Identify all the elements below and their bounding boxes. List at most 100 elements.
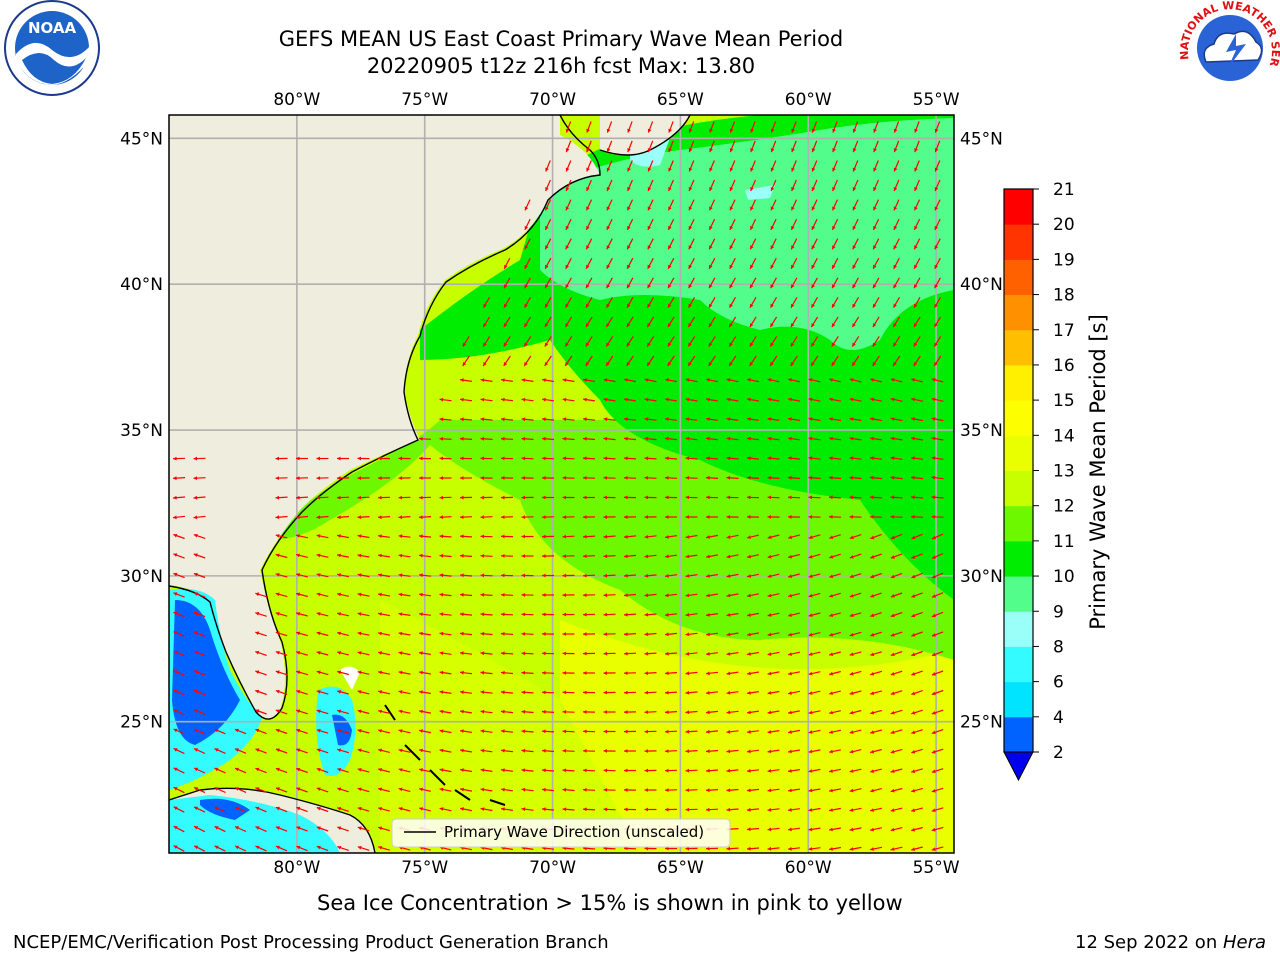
wave-arrow-head xyxy=(832,225,836,230)
wave-arrow-head xyxy=(934,264,938,269)
wave-arrow-head xyxy=(603,417,608,422)
wave-arrow-head xyxy=(913,323,918,328)
wave-arrow-head xyxy=(729,245,734,250)
wave-arrow-head xyxy=(747,475,751,480)
wave-arrow-head xyxy=(890,613,895,618)
wave-arrow-head xyxy=(665,436,669,441)
wave-arrow-head xyxy=(255,650,260,655)
wave-arrow-head xyxy=(750,245,754,250)
wave-arrow-head xyxy=(665,710,669,715)
wave-arrow-head xyxy=(808,671,813,676)
wave-arrow-head xyxy=(606,187,611,191)
lon-tick-bottom: 65°W xyxy=(657,858,704,878)
wave-arrow-head xyxy=(255,787,260,791)
wave-arrow-head xyxy=(603,690,607,695)
wave-arrow-head xyxy=(767,554,772,559)
wave-arrow-head xyxy=(296,592,301,597)
wave-arrow-head xyxy=(501,807,505,811)
wave-arrow-head xyxy=(255,767,260,772)
wave-arrow-head xyxy=(808,535,813,539)
wave-arrow-head xyxy=(562,515,567,519)
wave-arrow-head xyxy=(316,826,321,830)
wave-arrow-head xyxy=(460,748,464,753)
wave-arrow-head xyxy=(214,767,219,772)
wave-arrow-head xyxy=(627,167,631,172)
wave-arrow-head xyxy=(460,476,464,480)
wave-arrow-head xyxy=(439,553,444,558)
wave-arrow-head xyxy=(504,303,508,308)
wave-arrow-head xyxy=(194,709,198,713)
wave-arrow-head xyxy=(808,397,813,402)
wave-arrow-head xyxy=(542,807,546,812)
wave-arrow-head xyxy=(914,187,918,191)
wave-arrow-head xyxy=(729,342,733,347)
wave-arrow-head xyxy=(890,652,895,657)
wave-arrow-head xyxy=(644,729,649,734)
wave-arrow-head xyxy=(911,749,916,754)
wave-arrow-head xyxy=(501,417,505,422)
wave-arrow-head xyxy=(562,632,566,636)
wave-arrow-head xyxy=(439,397,444,402)
wave-arrow-head xyxy=(747,846,751,851)
wave-arrow-head xyxy=(173,689,178,694)
wave-arrow-head xyxy=(583,690,587,695)
wave-arrow-head xyxy=(214,826,219,830)
wave-arrow-head xyxy=(890,749,895,754)
wave-arrow-head xyxy=(255,631,260,636)
wave-arrow-head xyxy=(357,631,362,636)
wave-arrow-head xyxy=(193,495,198,500)
wave-arrow-head xyxy=(934,128,939,133)
wave-arrow-head xyxy=(173,728,178,733)
wave-arrow-head xyxy=(665,749,669,753)
wave-arrow-head xyxy=(911,710,916,715)
wave-arrow-head xyxy=(870,632,875,637)
wave-arrow-head xyxy=(419,631,423,636)
wave-arrow-head xyxy=(893,167,898,172)
wave-arrow-head xyxy=(788,456,792,461)
wave-arrow-head xyxy=(357,515,362,520)
wave-arrow-head xyxy=(644,651,649,656)
wave-arrow-head xyxy=(665,729,669,734)
wave-arrow-head xyxy=(808,769,813,773)
wave-arrow-head xyxy=(419,437,423,441)
wave-arrow-head xyxy=(870,769,874,773)
wave-arrow-head xyxy=(688,245,693,250)
wave-arrow-head xyxy=(565,128,570,133)
wave-arrow-head xyxy=(583,436,587,441)
noaa-logo: NOAA xyxy=(4,0,100,96)
wave-arrow-head xyxy=(893,206,898,211)
wave-arrow-head xyxy=(709,167,713,172)
wave-arrow-head xyxy=(726,535,731,539)
wave-arrow-head xyxy=(378,807,383,811)
wave-arrow-head xyxy=(791,167,795,172)
wave-arrow-head xyxy=(688,342,692,347)
wave-arrow-head xyxy=(419,787,423,792)
wave-arrow-head xyxy=(931,749,936,754)
wave-arrow-head xyxy=(521,456,526,461)
wave-arrow-head xyxy=(791,206,795,211)
wave-arrow-head xyxy=(214,728,219,733)
wave-arrow-head xyxy=(808,593,813,598)
wave-arrow-head xyxy=(767,788,772,793)
wave-arrow-head xyxy=(562,710,567,714)
wave-arrow-head xyxy=(788,652,792,656)
wave-arrow-head xyxy=(811,128,816,133)
wave-arrow-head xyxy=(726,729,731,734)
colorbar-segment xyxy=(1004,646,1033,683)
wave-arrow-head xyxy=(419,651,423,655)
wave-arrow-head xyxy=(688,225,693,230)
wave-arrow-head xyxy=(914,128,918,133)
wave-arrow-head xyxy=(688,148,693,153)
wave-arrow-head xyxy=(706,515,710,519)
wave-arrow-head xyxy=(932,574,936,579)
wave-arrow-head xyxy=(829,691,833,695)
wave-arrow-head xyxy=(832,187,836,191)
wave-arrow-head xyxy=(603,515,607,519)
wave-arrow-head xyxy=(788,788,792,793)
wave-arrow-head xyxy=(688,264,692,269)
wave-arrow-head xyxy=(275,631,280,636)
wave-arrow-head xyxy=(934,284,938,289)
wave-arrow-head xyxy=(911,594,916,598)
wave-arrow-head xyxy=(378,553,382,558)
wave-arrow-head xyxy=(296,495,300,500)
